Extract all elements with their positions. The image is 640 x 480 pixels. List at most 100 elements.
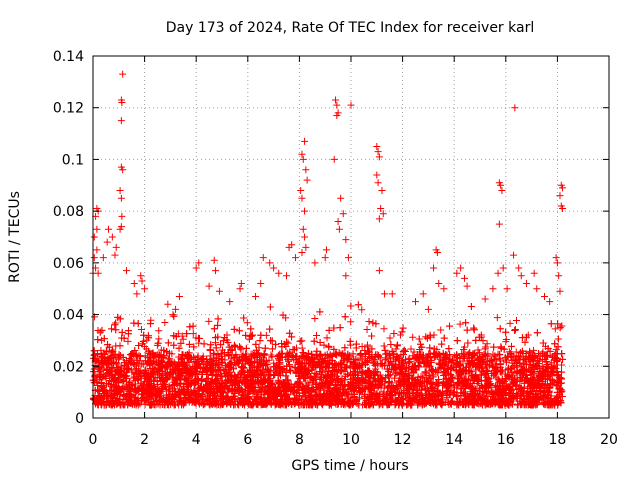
data-point	[550, 369, 558, 377]
data-point	[111, 321, 119, 329]
data-point	[155, 327, 163, 335]
data-point	[181, 375, 189, 383]
data-point	[400, 346, 408, 354]
data-point	[530, 346, 538, 354]
data-point	[507, 342, 515, 350]
data-point	[316, 376, 324, 384]
data-point	[210, 349, 218, 357]
data-point	[449, 381, 457, 389]
data-point	[559, 355, 567, 363]
data-point	[118, 328, 126, 336]
data-point	[416, 346, 424, 354]
data-point	[506, 319, 514, 327]
data-point	[140, 331, 148, 339]
data-point	[214, 321, 222, 329]
data-point	[513, 317, 521, 325]
data-point	[261, 344, 269, 352]
data-point	[551, 325, 559, 333]
data-point	[533, 329, 541, 337]
data-point	[396, 378, 404, 386]
data-point	[320, 341, 328, 349]
data-point	[278, 339, 286, 347]
data-point	[483, 340, 491, 348]
data-point	[439, 379, 447, 387]
data-point	[205, 317, 213, 325]
data-point	[178, 332, 186, 340]
data-point	[195, 360, 203, 368]
data-point	[437, 326, 445, 334]
data-point	[336, 324, 344, 332]
data-point	[166, 361, 174, 369]
data-point	[456, 320, 464, 328]
data-point	[380, 325, 388, 333]
data-point	[330, 324, 338, 332]
data-point	[488, 362, 496, 370]
data-point	[426, 344, 434, 352]
data-point	[124, 337, 132, 345]
data-point	[374, 352, 382, 360]
data-point	[430, 331, 438, 339]
data-point	[100, 361, 108, 369]
data-point	[420, 374, 428, 382]
data-point	[363, 341, 371, 349]
data-point	[128, 368, 136, 376]
data-point	[548, 353, 556, 361]
data-point	[417, 340, 425, 348]
data-point	[395, 389, 403, 397]
data-point	[539, 339, 547, 347]
data-point	[347, 318, 355, 326]
data-point	[267, 351, 275, 359]
grid-lines	[93, 56, 609, 418]
data-point	[161, 319, 169, 327]
data-point	[311, 369, 319, 377]
data-point	[122, 396, 130, 404]
data-point	[199, 401, 207, 409]
data-point	[137, 352, 145, 360]
data-point	[116, 342, 124, 350]
data-point	[94, 336, 102, 344]
data-point	[134, 376, 142, 384]
data-point	[440, 334, 448, 342]
data-point	[393, 342, 401, 350]
data-point	[358, 306, 366, 314]
data-point	[392, 345, 400, 353]
data-point	[183, 330, 191, 338]
data-point	[512, 348, 520, 356]
data-point	[219, 337, 227, 345]
data-point	[445, 345, 453, 353]
data-point	[409, 333, 417, 341]
data-point	[235, 327, 243, 335]
data-point	[243, 319, 251, 327]
data-point	[311, 315, 319, 323]
data-point	[493, 314, 501, 322]
data-point	[558, 322, 566, 330]
data-point	[346, 337, 354, 345]
data-point	[403, 364, 411, 372]
data-point	[470, 326, 478, 334]
data-point	[170, 312, 178, 320]
data-point	[316, 338, 324, 346]
data-point	[154, 339, 162, 347]
data-point	[129, 374, 137, 382]
data-point	[170, 341, 178, 349]
data-point	[266, 325, 274, 333]
data-point	[112, 326, 120, 334]
data-point	[247, 325, 255, 333]
data-point	[114, 313, 122, 321]
data-point	[298, 353, 306, 361]
data-point	[367, 354, 375, 362]
data-point	[475, 333, 483, 341]
data-point	[363, 325, 371, 333]
data-point	[365, 318, 373, 326]
data-point	[372, 320, 380, 328]
data-point	[138, 326, 146, 334]
data-point	[226, 360, 234, 368]
data-point	[398, 328, 406, 336]
data-point	[157, 373, 165, 381]
data-point	[155, 335, 163, 343]
data-point	[466, 368, 474, 376]
data-points	[89, 70, 567, 409]
data-point	[313, 347, 321, 355]
data-point	[526, 349, 534, 357]
